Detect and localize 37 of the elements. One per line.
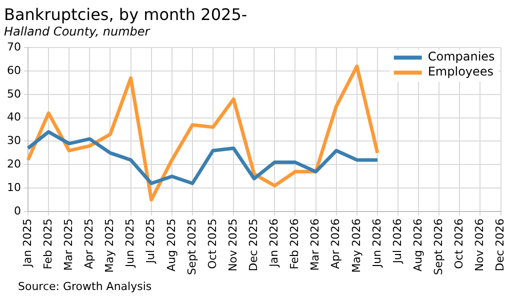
x-tick-label: Jul 2026 bbox=[390, 218, 404, 264]
x-tick-label: Apr 2025 bbox=[82, 218, 96, 269]
y-tick-label: 70 bbox=[6, 40, 21, 54]
x-tick-label: Feb 2025 bbox=[41, 218, 54, 270]
chart-title: Bankruptcies, by month 2025- bbox=[4, 4, 248, 24]
y-tick-label: 40 bbox=[6, 110, 21, 124]
x-tick-label: Nov 2025 bbox=[226, 218, 240, 272]
x-tick-label: Mar 2025 bbox=[62, 218, 75, 271]
x-tick-label: Aug 2026 bbox=[411, 218, 424, 272]
x-tick-label: Feb 2026 bbox=[288, 218, 302, 270]
x-tick-label: May 2025 bbox=[103, 218, 116, 273]
x-tick-label: Aug 2025 bbox=[164, 218, 178, 272]
y-tick-label: 0 bbox=[14, 204, 21, 218]
y-tick-label: 50 bbox=[6, 87, 21, 100]
x-tick-label: Sept 2025 bbox=[185, 218, 198, 276]
x-tick-label: Jul 2025 bbox=[144, 218, 158, 264]
y-tick-label: 20 bbox=[6, 158, 21, 171]
x-tick-label: Sept 2026 bbox=[432, 218, 445, 276]
source-note: Source: Growth Analysis bbox=[18, 280, 152, 293]
x-tick-label: Apr 2026 bbox=[329, 218, 342, 269]
x-tick-label: Nov 2026 bbox=[473, 218, 486, 272]
x-tick-label: Jun 2025 bbox=[124, 218, 137, 268]
x-tick-label: Jan 2025 bbox=[20, 218, 34, 268]
x-tick-label: May 2026 bbox=[350, 218, 363, 273]
x-tick-label: Oct 2025 bbox=[206, 218, 219, 269]
y-tick-label: 10 bbox=[6, 180, 21, 194]
x-tick-label: Jan 2026 bbox=[268, 218, 281, 268]
y-tick-label: 60 bbox=[6, 64, 21, 77]
y-tick-label: 30 bbox=[6, 134, 21, 148]
chart-subtitle: Halland County, number bbox=[4, 24, 151, 39]
x-tick-label: Mar 2026 bbox=[308, 218, 322, 271]
x-tick-label: Dec 2025 bbox=[246, 218, 260, 272]
x-tick-label: Oct 2026 bbox=[452, 218, 466, 269]
legend-label: Employees bbox=[428, 64, 494, 79]
legend-label: Companies bbox=[428, 50, 495, 64]
x-tick-label: Dec 2026 bbox=[494, 218, 507, 272]
x-tick-label: Jun 2026 bbox=[370, 218, 384, 268]
